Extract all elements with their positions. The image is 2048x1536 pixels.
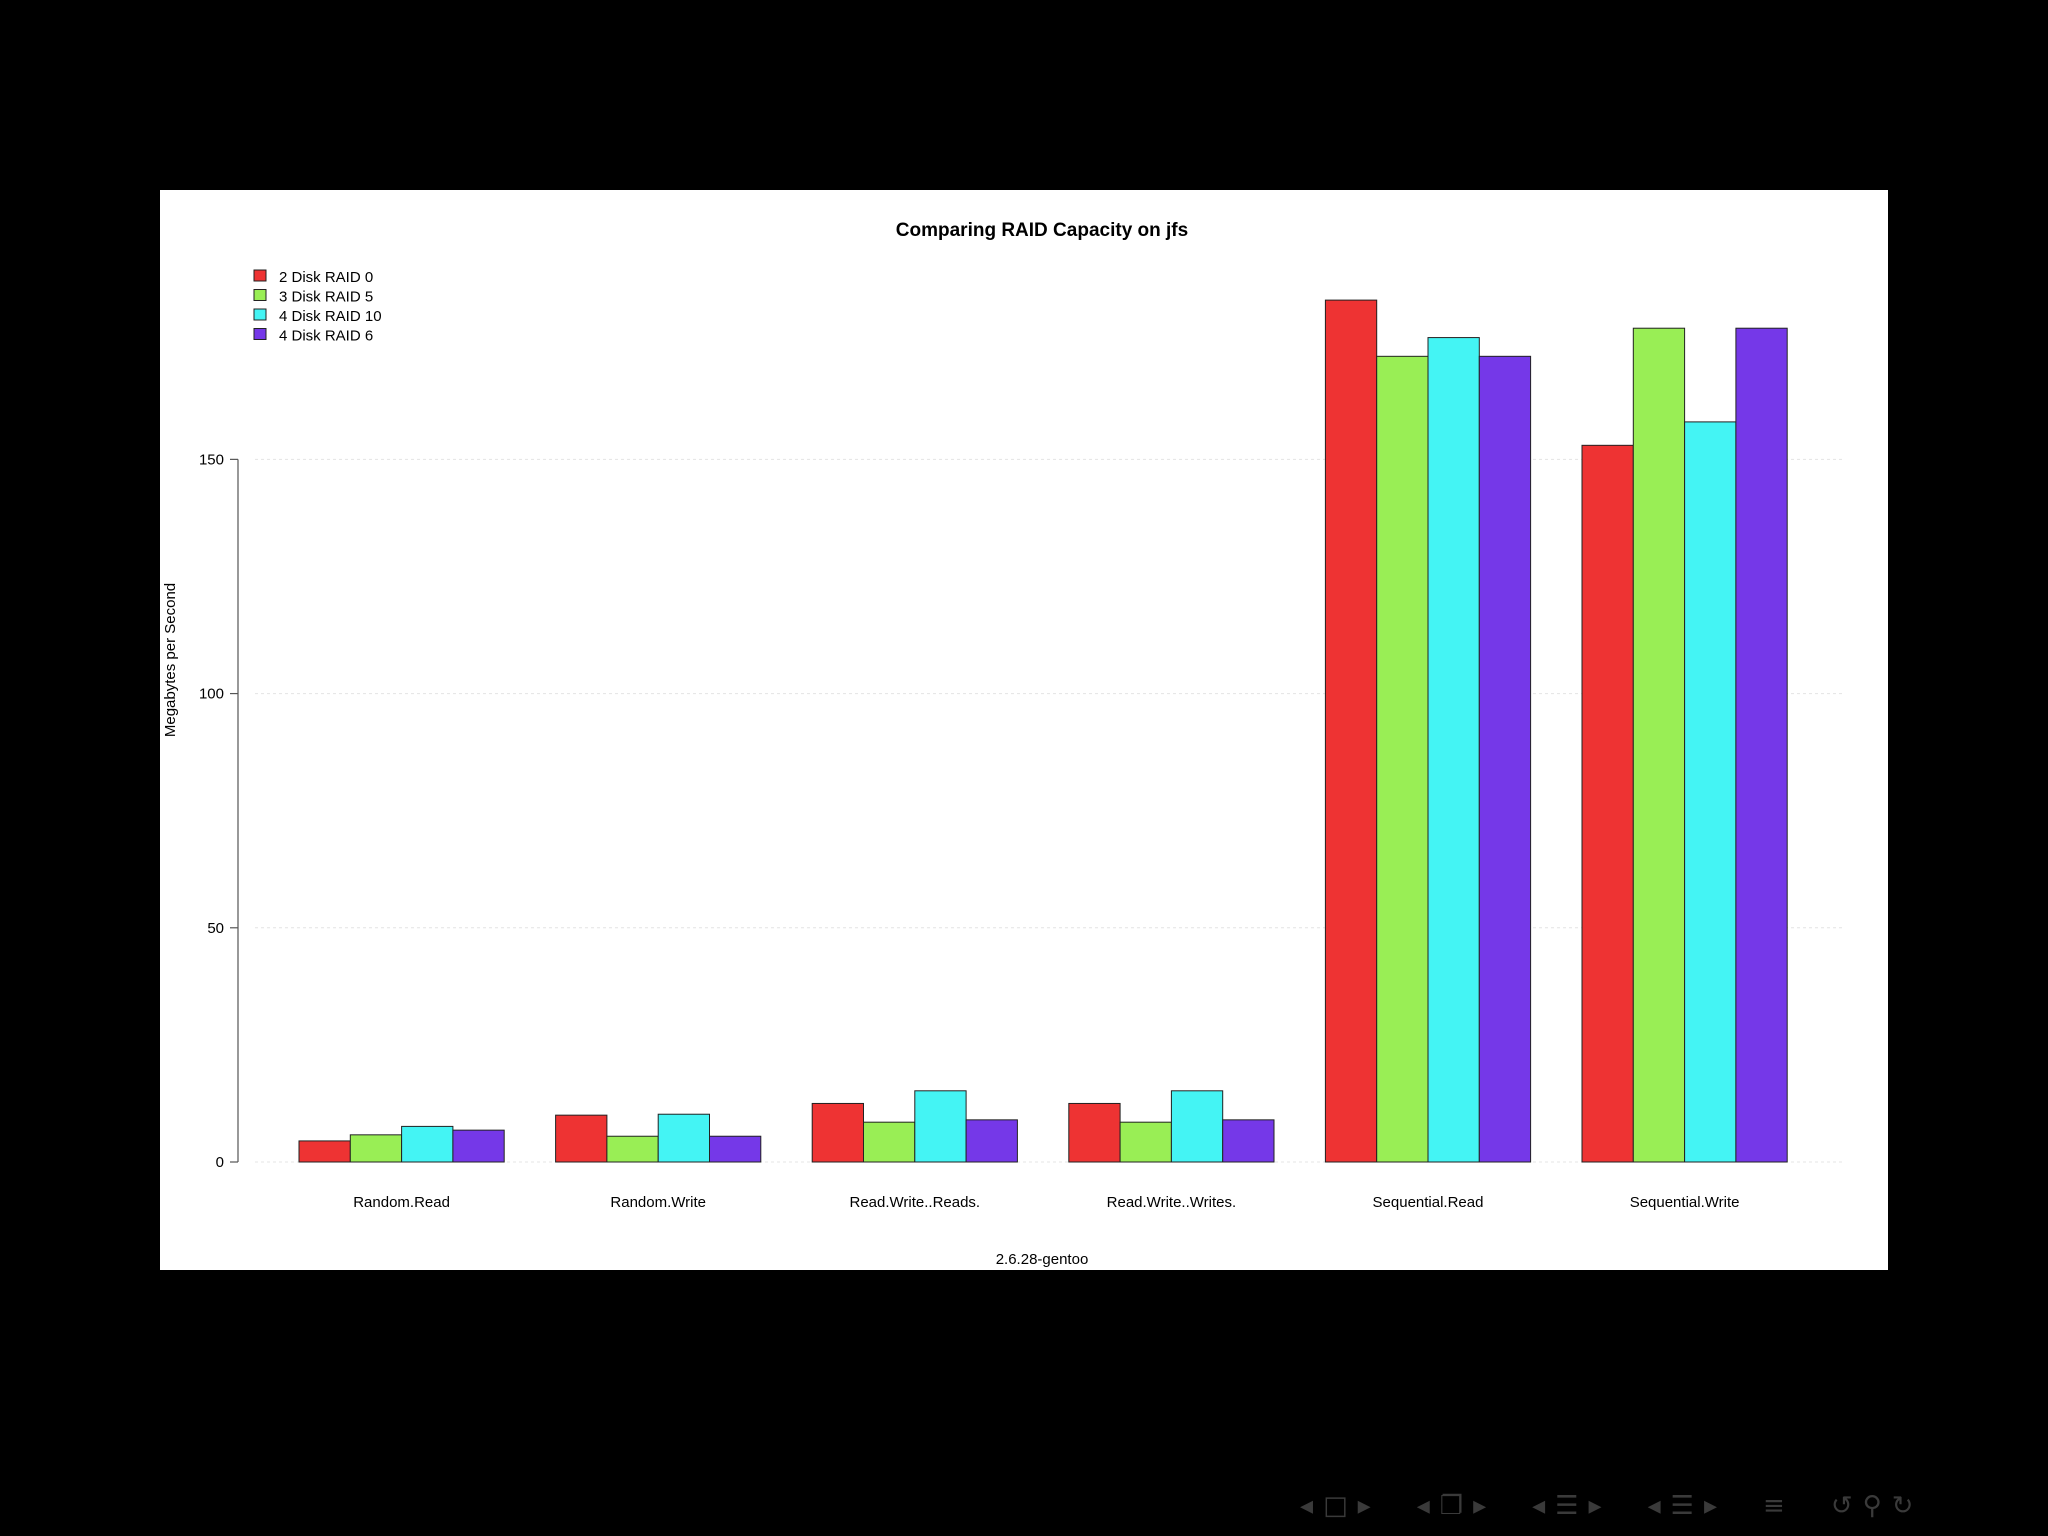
search-icon[interactable]: ⚲	[1862, 1491, 1882, 1521]
bar	[863, 1121, 916, 1163]
slide: Comparing RAID Capacity on jfs 0 50 100 150…	[160, 190, 1888, 1270]
next-arrow-icon[interactable]: ▸	[1357, 1491, 1371, 1521]
x-tick-label: Random.Read	[353, 1194, 450, 1211]
bar	[709, 1135, 762, 1163]
document-icon[interactable]: ☰	[1670, 1491, 1694, 1521]
bar	[1684, 421, 1737, 1163]
bar	[1478, 355, 1532, 1163]
legend-label: 4 Disk RAID 10	[279, 308, 382, 325]
bar	[1581, 444, 1634, 1163]
bar	[1119, 1121, 1172, 1163]
bar	[1068, 1102, 1121, 1163]
y-tick-label: 150	[199, 451, 224, 468]
bar	[914, 1090, 967, 1163]
bar	[555, 1114, 608, 1163]
bar	[1735, 327, 1788, 1163]
section-icon[interactable]: ☰	[1555, 1491, 1579, 1521]
bar	[1376, 355, 1429, 1163]
bar	[965, 1119, 1018, 1163]
bar	[1324, 299, 1378, 1163]
subsection-icon[interactable]: ❐	[1439, 1491, 1464, 1521]
bar	[298, 1140, 351, 1163]
y-axis: 0 50 100 150	[199, 451, 239, 1171]
bar-chart: Comparing RAID Capacity on jfs 0 50 100 150…	[162, 220, 1845, 1268]
bar	[401, 1125, 454, 1163]
bar	[1170, 1090, 1224, 1163]
x-tick-label: Sequential.Write	[1630, 1194, 1740, 1211]
legend-swatch	[253, 328, 267, 340]
chart-title: Comparing RAID Capacity on jfs	[896, 220, 1188, 241]
next-arrow-icon[interactable]: ▸	[1703, 1491, 1718, 1521]
bar	[1222, 1119, 1275, 1163]
y-tick-label: 50	[207, 920, 224, 937]
bar	[1427, 337, 1480, 1163]
x-tick-label: Read.Write..Reads.	[849, 1194, 980, 1211]
prev-arrow-icon[interactable]: ◂	[1300, 1491, 1314, 1521]
bars	[298, 299, 1788, 1163]
y-tick-label: 0	[216, 1154, 224, 1171]
prev-arrow-icon[interactable]: ◂	[1532, 1491, 1546, 1521]
forward-icon[interactable]: ↻	[1891, 1491, 1914, 1521]
bar	[811, 1102, 865, 1163]
back-icon[interactable]: ↺	[1830, 1491, 1853, 1521]
next-arrow-icon[interactable]: ▸	[1588, 1491, 1602, 1521]
y-axis-label: Megabytes per Second	[162, 583, 179, 737]
bar	[1632, 327, 1686, 1163]
x-tick-labels: Random.Read Random.Write Read.Write..Reads…	[353, 1194, 1739, 1211]
legend-swatch	[253, 269, 267, 282]
legend: 2 Disk RAID 0 3 Disk RAID 5 4 Disk RAID 10…	[253, 269, 382, 345]
legend-label: 2 Disk RAID 0	[279, 269, 373, 286]
x-tick-label: Read.Write..Writes.	[1107, 1194, 1236, 1211]
x-tick-label: Random.Write	[610, 1194, 706, 1211]
bar	[349, 1134, 403, 1163]
legend-label: 3 Disk RAID 5	[279, 289, 373, 306]
x-tick-label: Sequential.Read	[1373, 1194, 1484, 1211]
bar	[657, 1113, 711, 1163]
bar	[452, 1129, 505, 1163]
align-icon[interactable]: ≡	[1763, 1491, 1785, 1521]
frame-icon[interactable]: □	[1323, 1491, 1348, 1521]
prev-arrow-icon[interactable]: ◂	[1647, 1491, 1661, 1521]
y-tick-label: 100	[199, 686, 224, 703]
grid-lines	[255, 458, 1845, 1163]
next-arrow-icon[interactable]: ▸	[1473, 1491, 1487, 1521]
bar	[606, 1135, 659, 1163]
legend-label: 4 Disk RAID 6	[279, 328, 373, 345]
prev-arrow-icon[interactable]: ◂	[1416, 1491, 1430, 1521]
legend-swatch	[253, 308, 267, 321]
x-axis-label: 2.6.28-gentoo	[996, 1251, 1089, 1268]
legend-swatch	[253, 289, 267, 301]
slide-navigation: ◂ □ ▸ ◂ ❐ ▸ ◂ ☰ ▸ ◂ ☰ ▸ ≡ ↺ ⚲ ↻	[1300, 1490, 1913, 1522]
